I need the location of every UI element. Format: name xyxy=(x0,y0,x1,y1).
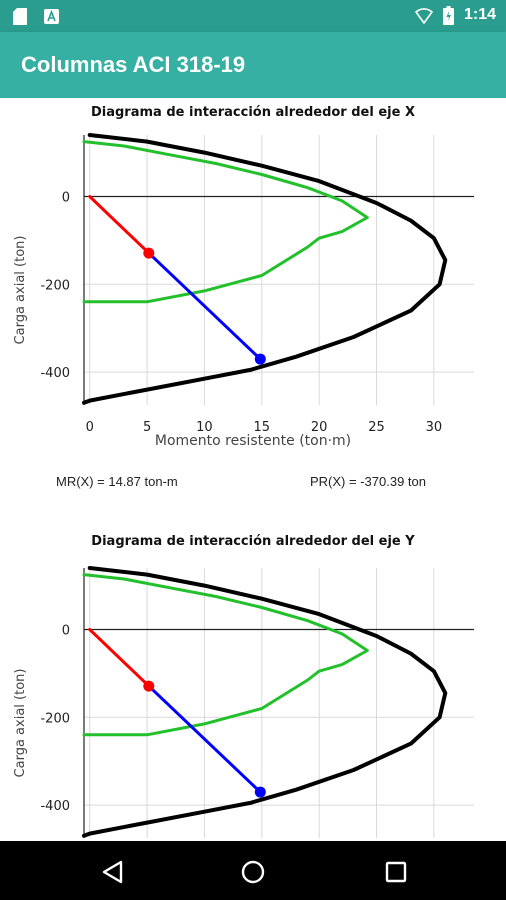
y-tick-label: -400 xyxy=(40,799,70,814)
home-icon[interactable] xyxy=(236,855,270,889)
app-notification-icon xyxy=(44,9,59,24)
axial-readout-x: PR(X) = -370.39 ton xyxy=(310,474,426,489)
battery-icon xyxy=(443,6,454,25)
series-design xyxy=(82,140,369,304)
series-load-line-upper xyxy=(147,684,262,794)
y-tick-label: -400 xyxy=(40,366,70,381)
sd-card-icon xyxy=(13,8,27,25)
series-nominal xyxy=(82,133,448,405)
x-axis-label: Momento resistente (ton·m) xyxy=(155,433,351,449)
wifi-icon xyxy=(415,8,433,24)
app-title: Columnas ACI 318-19 xyxy=(21,52,246,77)
interaction-diagram-y: 0 -200 -400 Carga axial (ton) xyxy=(13,566,474,838)
interaction-diagram-x: 0 -200 -400 0 5 10 15 20 25 30 Carga axial (ton) Mo… xyxy=(13,133,474,449)
x-tick-label: 15 xyxy=(254,420,271,435)
x-tick-label: 20 xyxy=(311,420,328,435)
x-tick-label: 30 xyxy=(426,420,443,435)
navigation-bar xyxy=(0,841,506,900)
y-tick-label: -200 xyxy=(40,278,70,293)
x-tick-label: 10 xyxy=(196,420,213,435)
data-point xyxy=(143,247,155,259)
content-scroll-area[interactable]: Diagrama de interacción alrededor del ej… xyxy=(0,98,506,841)
y-tick-label: 0 xyxy=(62,623,70,638)
series-nominal xyxy=(82,566,448,838)
y-tick-label: -200 xyxy=(40,711,70,726)
status-time: 1:14 xyxy=(463,6,496,23)
status-bar: 1:14 xyxy=(0,0,506,32)
x-tick-label: 5 xyxy=(143,420,151,435)
data-point xyxy=(143,680,155,692)
data-point xyxy=(254,353,266,365)
y-axis-label: Carga axial (ton) xyxy=(13,236,28,345)
y-tick-label: 0 xyxy=(62,190,70,205)
series-load-line-lower xyxy=(88,195,151,255)
moment-readout-x: MR(X) = 14.87 ton-m xyxy=(56,474,178,489)
x-tick-label: 25 xyxy=(368,420,385,435)
back-icon[interactable] xyxy=(96,855,130,889)
series-design xyxy=(82,573,369,737)
y-axis-label: Carga axial (ton) xyxy=(13,669,28,778)
app-bar: Columnas ACI 318-19 xyxy=(0,32,506,98)
chart-x-title: Diagrama de interacción alrededor del ej… xyxy=(90,105,415,120)
series-load-line-lower xyxy=(88,628,151,688)
chart-y-title: Diagrama de interacción alrededor del ej… xyxy=(91,534,415,549)
series-load-line-upper xyxy=(147,251,262,361)
data-point xyxy=(254,786,266,798)
x-tick-label: 0 xyxy=(86,420,94,435)
recents-icon[interactable] xyxy=(379,855,413,889)
